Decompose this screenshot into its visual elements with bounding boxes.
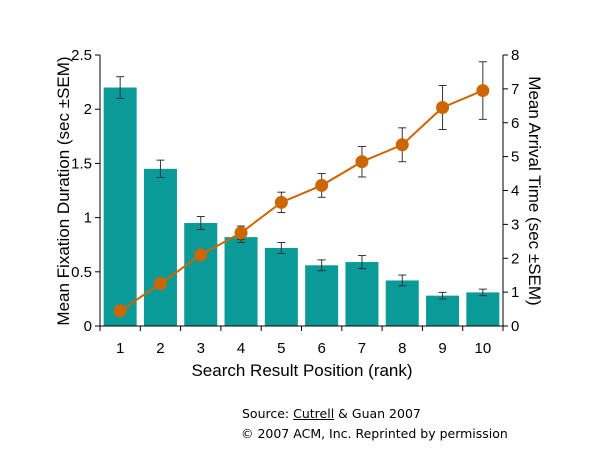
- bar-error-10: [478, 288, 487, 297]
- x-tick-label: 6: [317, 340, 325, 357]
- x-tick-label: 9: [438, 340, 446, 357]
- line-point-3: [194, 248, 208, 262]
- source-credit: Source: Cutrell & Guan 2007: [242, 406, 421, 421]
- bar-series: [103, 87, 500, 327]
- bar-3: [184, 223, 218, 326]
- source-suffix: & Guan 2007: [334, 406, 421, 421]
- bar-5: [264, 247, 298, 326]
- y-tick-label: 1: [84, 210, 92, 227]
- x-axis-title: Search Result Position (rank): [191, 361, 412, 380]
- y-tick-label: 2: [84, 101, 92, 118]
- bar-error-bars: [116, 76, 487, 300]
- y2-tick-label: 0: [511, 318, 519, 335]
- line-point-10: [476, 84, 490, 98]
- line-point-9: [436, 101, 450, 115]
- x-tick-label: 7: [358, 340, 366, 357]
- x-tick-label: 4: [237, 340, 245, 357]
- bar-10: [466, 292, 500, 326]
- bar-2: [143, 168, 177, 326]
- bar-error-1: [116, 76, 125, 99]
- line-series: [113, 61, 490, 318]
- line-point-8: [395, 138, 409, 152]
- y2-axis-title: Mean Arrival Time (sec ±SEM): [525, 76, 544, 305]
- source-prefix: Source:: [242, 406, 294, 421]
- y2-tick-label: 7: [511, 81, 519, 98]
- x-tick-label: 5: [277, 340, 285, 357]
- bar-error-7: [357, 255, 366, 270]
- x-tick-label: 10: [475, 340, 492, 357]
- y2-tick-label: 3: [511, 216, 519, 233]
- copyright-notice: © 2007 ACM, Inc. Reprinted by permission: [241, 426, 508, 441]
- line-point-4: [234, 226, 248, 240]
- bar-4: [224, 237, 258, 326]
- arrival-time-line: [119, 89, 484, 312]
- bar-error-2: [156, 159, 165, 178]
- line-point-5: [274, 195, 288, 209]
- y2-tick-label: 5: [511, 149, 519, 166]
- y2-tick-label: 8: [511, 47, 519, 64]
- y-tick-label: 0: [84, 318, 92, 335]
- y-tick-label: 2.5: [71, 47, 92, 64]
- x-tick-label: 3: [197, 340, 205, 357]
- y-tick-label: 1.5: [71, 155, 92, 172]
- bar-error-5: [277, 242, 286, 254]
- bar-1: [103, 87, 137, 327]
- bar-error-3: [196, 216, 205, 231]
- author-link[interactable]: Cutrell: [293, 406, 335, 421]
- bar-6: [305, 265, 339, 326]
- y-tick-label: 0.5: [71, 264, 92, 281]
- line-point-6: [315, 178, 329, 192]
- bar-7: [345, 262, 379, 326]
- bar-error-9: [438, 291, 447, 300]
- bar-8: [385, 280, 419, 326]
- y2-tick-label: 1: [511, 284, 519, 301]
- line-point-2: [153, 277, 167, 291]
- y2-tick-label: 4: [511, 183, 519, 200]
- x-tick-label: 2: [156, 340, 164, 357]
- bar-error-8: [398, 274, 407, 287]
- bar-9: [426, 295, 460, 326]
- y-axis-title: Mean Fixation Duration (sec ±SEM): [54, 56, 73, 325]
- line-point-1: [113, 304, 127, 318]
- x-tick-label: 1: [116, 340, 124, 357]
- bar-error-6: [317, 259, 326, 272]
- x-tick-label: 8: [398, 340, 406, 357]
- y2-tick-label: 6: [511, 115, 519, 132]
- y2-tick-label: 2: [511, 250, 519, 267]
- axes: 0 0.5 1 1.5 2 2.5 0 1 2 3 4 5 6 7 8 1 2 3 4 5 6 7 8 9 10: [71, 47, 519, 357]
- line-point-7: [355, 155, 369, 169]
